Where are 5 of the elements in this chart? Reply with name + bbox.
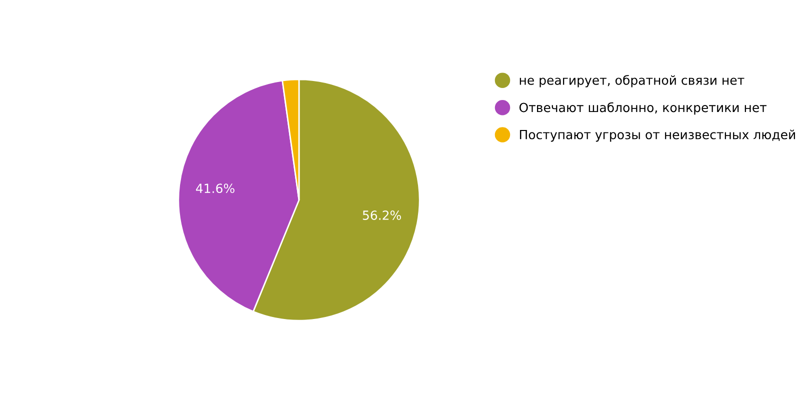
data-label: 41.6% [196,184,234,194]
data-label: 56.2% [362,210,401,220]
legend-label: Поступают угрозы от неизвестных людей [520,130,795,142]
legend-label: не реагирует, обратной связи нет [520,75,744,88]
legend-label: Отвечают шаблонно, конкретики нет [519,102,767,115]
